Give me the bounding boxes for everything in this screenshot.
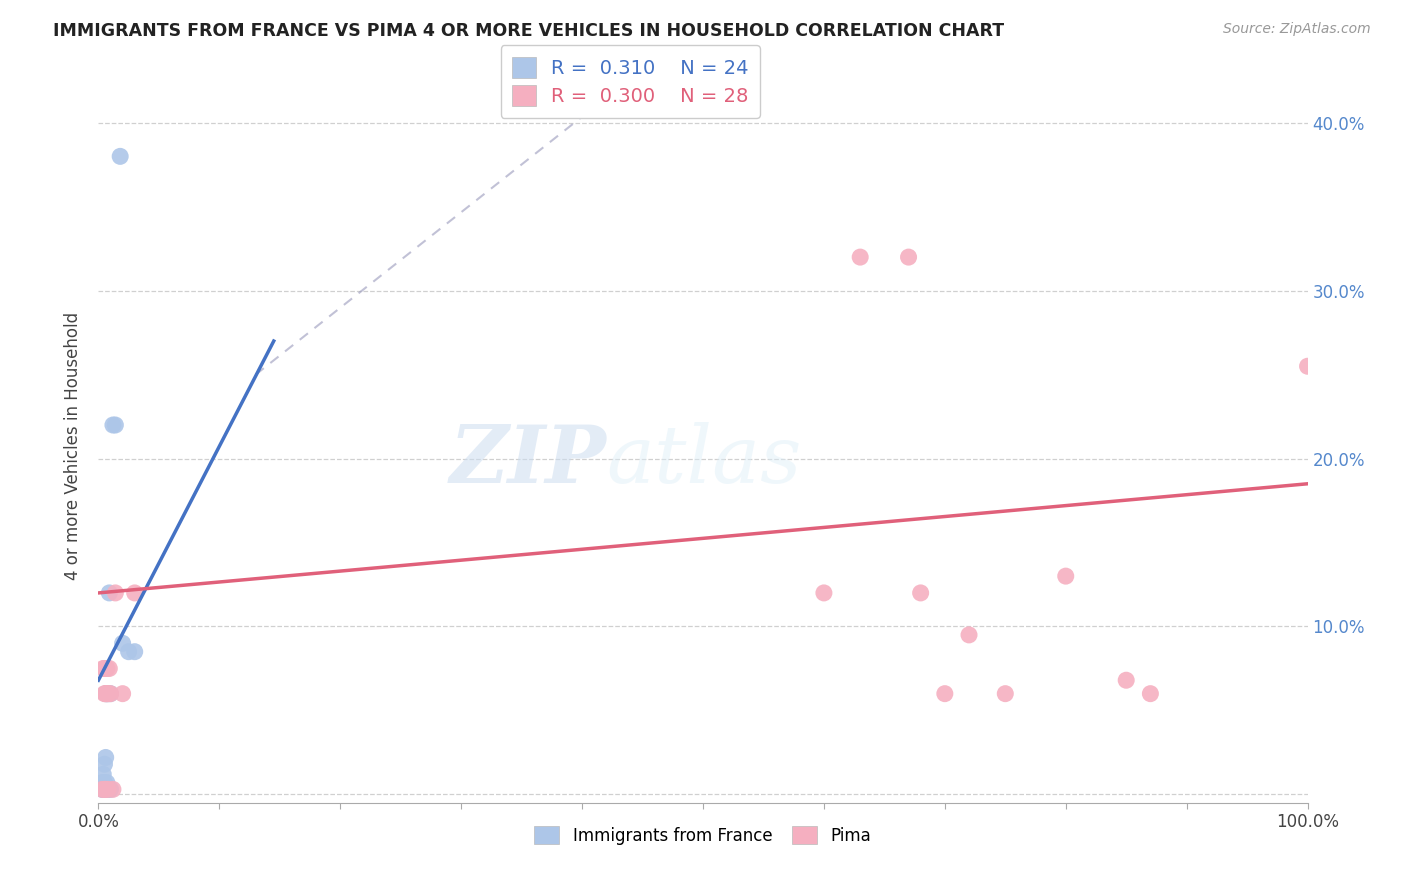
Point <box>93 775 115 789</box>
Text: IMMIGRANTS FROM FRANCE VS PIMA 4 OR MORE VEHICLES IN HOUSEHOLD CORRELATION CHART: IMMIGRANTS FROM FRANCE VS PIMA 4 OR MORE… <box>53 22 1004 40</box>
Point <box>96 775 118 789</box>
Point <box>897 250 920 264</box>
Point <box>104 586 127 600</box>
Point <box>91 775 114 789</box>
Point <box>91 782 114 797</box>
Point <box>100 687 122 701</box>
Point <box>94 782 117 797</box>
Point <box>91 782 114 797</box>
Text: atlas: atlas <box>606 422 801 499</box>
Point <box>124 586 146 600</box>
Point <box>101 417 124 432</box>
Point <box>97 687 120 701</box>
Point <box>1296 359 1319 374</box>
Point <box>98 586 121 600</box>
Point <box>97 782 120 797</box>
Point <box>1115 673 1137 688</box>
Point <box>96 661 118 675</box>
Point <box>100 687 122 701</box>
Point <box>104 417 127 432</box>
Point <box>93 782 115 797</box>
Point <box>849 250 872 264</box>
Point <box>934 687 956 701</box>
Point <box>813 586 835 600</box>
Point <box>91 661 114 675</box>
Point <box>1139 687 1161 701</box>
Point <box>97 782 120 797</box>
Point <box>96 782 118 797</box>
Point <box>111 687 134 701</box>
Point <box>118 645 141 659</box>
Legend: Immigrants from France, Pima: Immigrants from France, Pima <box>527 820 879 852</box>
Point <box>994 687 1017 701</box>
Point <box>91 782 114 797</box>
Point <box>101 782 124 797</box>
Point <box>94 782 117 797</box>
Point <box>93 757 115 772</box>
Point <box>94 750 117 764</box>
Text: Source: ZipAtlas.com: Source: ZipAtlas.com <box>1223 22 1371 37</box>
Point <box>96 687 118 701</box>
Point <box>957 628 980 642</box>
Y-axis label: 4 or more Vehicles in Household: 4 or more Vehicles in Household <box>65 312 83 580</box>
Point <box>100 782 122 797</box>
Point <box>91 767 114 781</box>
Point <box>910 586 932 600</box>
Point <box>124 645 146 659</box>
Point <box>93 782 115 797</box>
Point <box>94 687 117 701</box>
Point <box>97 687 120 701</box>
Point <box>93 687 115 701</box>
Text: ZIP: ZIP <box>450 422 606 499</box>
Point <box>93 661 115 675</box>
Point <box>1054 569 1077 583</box>
Point <box>111 636 134 650</box>
Point <box>94 687 117 701</box>
Point <box>98 661 121 675</box>
Point <box>96 687 118 701</box>
Point <box>108 149 131 163</box>
